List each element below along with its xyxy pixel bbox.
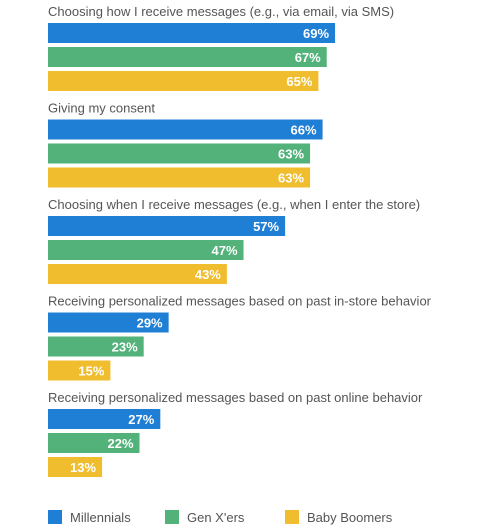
category-label: Receiving personalized messages based on… bbox=[48, 390, 423, 405]
bar-value-label: 29% bbox=[137, 316, 163, 331]
bar-value-label: 65% bbox=[286, 74, 312, 89]
legend-swatch bbox=[165, 510, 179, 524]
bar-value-label: 63% bbox=[278, 171, 304, 186]
bar-value-label: 67% bbox=[295, 50, 321, 65]
legend-label: Gen X'ers bbox=[187, 510, 245, 525]
bar bbox=[48, 216, 286, 236]
bar bbox=[48, 240, 244, 260]
bar-value-label: 69% bbox=[303, 26, 329, 41]
legend-swatch bbox=[285, 510, 299, 524]
bar bbox=[48, 143, 311, 164]
bar-value-label: 13% bbox=[70, 460, 96, 475]
bar bbox=[48, 312, 169, 333]
bar bbox=[48, 409, 161, 429]
bar bbox=[48, 360, 111, 381]
bar bbox=[48, 167, 311, 188]
bar bbox=[48, 119, 323, 140]
legend-label: Millennials bbox=[70, 510, 131, 525]
bar bbox=[48, 433, 140, 453]
bar-value-label: 22% bbox=[107, 436, 133, 451]
bar bbox=[48, 264, 227, 284]
bar-value-label: 43% bbox=[195, 267, 221, 282]
category-label: Receiving personalized messages based on… bbox=[48, 294, 432, 309]
bar-value-label: 57% bbox=[253, 219, 279, 234]
bar bbox=[48, 457, 103, 477]
bar-value-label: 15% bbox=[78, 364, 104, 379]
category-label: Choosing when I receive messages (e.g., … bbox=[48, 197, 420, 212]
category-label: Giving my consent bbox=[48, 101, 155, 116]
bar bbox=[48, 23, 336, 43]
bar-value-label: 27% bbox=[128, 412, 154, 427]
bar-value-label: 63% bbox=[278, 147, 304, 162]
bar-value-label: 23% bbox=[112, 340, 138, 355]
legend-swatch bbox=[48, 510, 62, 524]
bar-value-label: 66% bbox=[291, 123, 317, 138]
bar bbox=[48, 71, 319, 91]
legend-label: Baby Boomers bbox=[307, 510, 393, 525]
category-label: Choosing how I receive messages (e.g., v… bbox=[48, 4, 394, 19]
bar bbox=[48, 336, 144, 357]
bar bbox=[48, 47, 327, 67]
bar-value-label: 47% bbox=[211, 243, 237, 258]
